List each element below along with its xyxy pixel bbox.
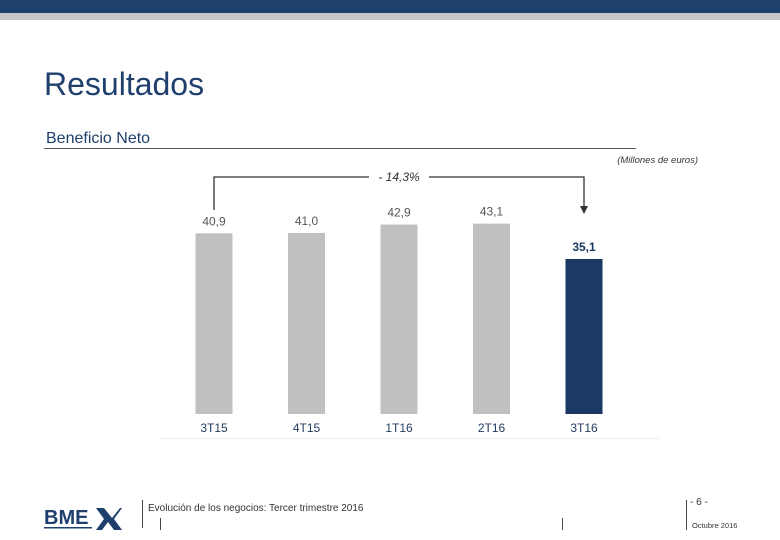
bracket-left [213, 176, 369, 210]
value-label-3T15: 40,9 [202, 214, 226, 228]
bar-1T16 [380, 224, 418, 414]
change-annotation: - 14,3% [378, 170, 420, 184]
footer-divider-left [142, 500, 143, 528]
units-label: (Millones de euros) [617, 155, 698, 166]
page-number: - 6 - [690, 497, 708, 508]
bracket-arrow [580, 206, 588, 214]
value-label-2T16: 43,1 [480, 205, 504, 219]
bar-2T16 [473, 223, 510, 414]
bar-3T15 [195, 233, 233, 414]
bme-logo-mark [96, 508, 122, 530]
category-label-2T16: 2T16 [478, 421, 506, 435]
top-banner-stripe [0, 13, 780, 20]
chart-baseline [160, 438, 660, 439]
net-profit-chart: 40,9 3T15 41,0 4T15 42,9 1T16 43,1 2T16 35,1 3T16… [160, 170, 660, 439]
footer-tick-1 [160, 518, 161, 530]
subtitle-divider [44, 148, 636, 149]
category-label-4T15: 4T15 [293, 421, 321, 435]
value-label-1T16: 42,9 [387, 206, 411, 220]
footer-tick-2 [562, 518, 563, 530]
bme-logo: BME [44, 507, 122, 530]
bracket-right [429, 176, 585, 208]
bar-4T15 [288, 232, 325, 414]
top-banner [0, 0, 780, 13]
bar-3T16 [565, 258, 603, 414]
value-label-4T15: 41,0 [295, 214, 319, 228]
category-label-3T15: 3T15 [200, 421, 228, 435]
footer-description: Evolución de los negocios: Tercer trimes… [148, 503, 364, 514]
value-label-3T16: 35,1 [572, 240, 596, 254]
page-title: Resultados [44, 66, 205, 102]
category-label-1T16: 1T16 [385, 421, 413, 435]
category-label-3T16: 3T16 [570, 421, 598, 435]
footer-date: Octubre 2016 [692, 521, 738, 530]
chart-subtitle: Beneficio Neto [46, 130, 151, 147]
footer-divider-right [686, 500, 687, 530]
bme-logo-text: BME [44, 507, 88, 529]
